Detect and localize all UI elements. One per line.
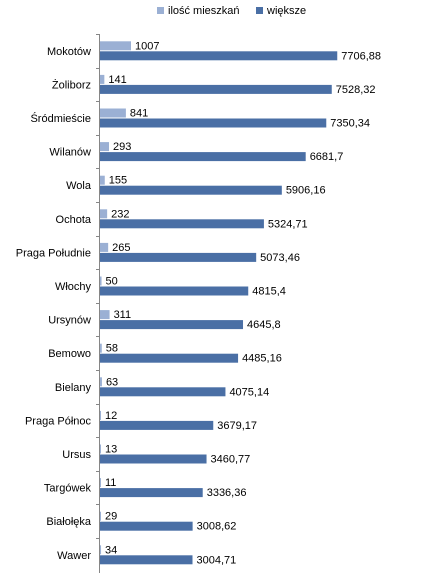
data-label-wieksze-ochota: 5324,71 [268, 218, 308, 230]
data-label-ilosc-mieszkan-ochota: 232 [111, 208, 129, 220]
data-label-ilosc-mieszkan-praga-poludnie: 265 [112, 242, 130, 254]
bar-wieksze-ursynow [100, 320, 244, 330]
bar-wieksze-bialoleka [100, 521, 193, 531]
data-label-wieksze-bialoleka: 3008,62 [197, 521, 237, 533]
data-label-wieksze-ursynow: 4645,8 [247, 319, 281, 331]
category-label-bialoleka: Białołęka [46, 516, 92, 528]
bar-ilosc-mieszkan-zoliborz [100, 74, 105, 84]
bar-ilosc-mieszkan-wlochy [100, 276, 102, 286]
data-label-ilosc-mieszkan-ursynow: 311 [114, 309, 132, 321]
bar-ilosc-mieszkan-wola [100, 175, 105, 185]
category-label-zoliborz: Żoliborz [52, 78, 91, 91]
legend-swatch-wieksze [256, 7, 263, 14]
data-label-wieksze-praga-polnoc: 3679,17 [217, 420, 257, 432]
bar-wieksze-srodmiescie [100, 118, 327, 128]
category-label-praga-poludnie: Praga Południe [16, 247, 91, 259]
data-label-wieksze-srodmiescie: 7350,34 [330, 118, 370, 130]
category-label-bielany: Bielany [55, 382, 92, 394]
data-label-wieksze-bemowo: 4485,16 [242, 353, 282, 365]
category-label-ursus: Ursus [62, 449, 91, 461]
bar-ilosc-mieszkan-mokotow [100, 41, 131, 51]
bar-wieksze-bemowo [100, 353, 239, 363]
data-label-ilosc-mieszkan-bielany: 63 [106, 376, 118, 388]
bar-ilosc-mieszkan-ochota [100, 209, 108, 219]
data-label-ilosc-mieszkan-zoliborz: 141 [108, 74, 126, 86]
bar-wieksze-bielany [100, 387, 226, 397]
bar-wieksze-zoliborz [100, 84, 332, 94]
data-label-wieksze-praga-poludnie: 5073,46 [260, 252, 300, 264]
data-label-ilosc-mieszkan-wlochy: 50 [106, 276, 118, 288]
data-label-ilosc-mieszkan-bemowo: 58 [106, 343, 118, 355]
data-label-wieksze-wawer: 3004,71 [196, 554, 236, 566]
category-label-ursynow: Ursynów [48, 315, 91, 327]
bar-wieksze-ursus [100, 454, 207, 464]
bar-ilosc-mieszkan-bialoleka [100, 511, 101, 521]
data-label-wieksze-bielany: 4075,14 [229, 386, 269, 398]
bar-wieksze-mokotow [100, 51, 338, 61]
bar-ilosc-mieszkan-praga-poludnie [100, 242, 109, 252]
data-label-wieksze-ursus: 3460,77 [211, 454, 251, 466]
data-label-wieksze-wlochy: 4815,4 [252, 286, 286, 298]
category-label-praga-polnoc: Praga Północ [25, 415, 92, 427]
data-label-wieksze-zoliborz: 7528,32 [336, 84, 376, 96]
category-label-targowek: Targówek [44, 483, 92, 495]
category-label-wola: Wola [66, 180, 92, 192]
bar-ilosc-mieszkan-praga-polnoc [100, 410, 101, 420]
category-label-wlochy: Włochy [55, 281, 92, 293]
legend: ilość mieszkań większe [157, 5, 306, 17]
data-label-ilosc-mieszkan-wawer: 34 [105, 544, 117, 556]
bar-ilosc-mieszkan-bemowo [100, 343, 102, 353]
bar-wieksze-wawer [100, 555, 193, 565]
category-label-wawer: Wawer [57, 550, 91, 562]
data-label-ilosc-mieszkan-wilanow: 293 [113, 141, 131, 153]
bar-ilosc-mieszkan-srodmiescie [100, 108, 126, 118]
data-label-ilosc-mieszkan-praga-polnoc: 12 [105, 410, 117, 422]
legend-label-ilosc-mieszkan: ilość mieszkań [168, 5, 240, 17]
bar-ilosc-mieszkan-wawer [100, 545, 102, 555]
data-label-ilosc-mieszkan-ursus: 13 [105, 444, 117, 456]
bar-ilosc-mieszkan-ursynow [100, 310, 110, 320]
category-label-ochota: Ochota [56, 214, 92, 226]
bar-wieksze-praga-poludnie [100, 252, 257, 262]
data-label-wieksze-targowek: 3336,36 [207, 487, 247, 499]
bar-wieksze-praga-polnoc [100, 420, 214, 430]
category-label-srodmiescie: Śródmieście [30, 112, 91, 125]
bar-ilosc-mieszkan-bielany [100, 377, 102, 387]
data-label-ilosc-mieszkan-srodmiescie: 841 [130, 108, 148, 120]
data-label-ilosc-mieszkan-bialoleka: 29 [105, 511, 117, 523]
bar-wieksze-ochota [100, 219, 264, 229]
bar-wieksze-wola [100, 185, 282, 195]
legend-label-wieksze: większe [266, 5, 306, 17]
category-label-bemowo: Bemowo [48, 348, 91, 360]
category-label-mokotow: Mokotów [47, 46, 91, 58]
data-label-wieksze-mokotow: 7706,88 [341, 50, 381, 62]
plot-area: Mokotów 1007 7706,88 Żoliborz 141 7528,32 Śród… [16, 34, 381, 566]
bar-ilosc-mieszkan-targowek [100, 478, 101, 488]
data-label-wieksze-wola: 5906,16 [286, 185, 326, 197]
data-label-ilosc-mieszkan-wola: 155 [109, 175, 127, 187]
data-label-wieksze-wilanow: 6681,7 [310, 151, 344, 163]
bar-ilosc-mieszkan-wilanow [100, 142, 110, 152]
category-label-wilanow: Wilanów [49, 147, 91, 159]
bar-wieksze-wilanow [100, 152, 306, 162]
legend-swatch-ilosc-mieszkan [157, 7, 164, 14]
bar-wieksze-wlochy [100, 286, 249, 296]
bar-wieksze-targowek [100, 488, 203, 498]
data-label-ilosc-mieszkan-targowek: 11 [105, 477, 116, 489]
data-label-ilosc-mieszkan-mokotow: 1007 [135, 40, 159, 52]
bar-ilosc-mieszkan-ursus [100, 444, 101, 454]
